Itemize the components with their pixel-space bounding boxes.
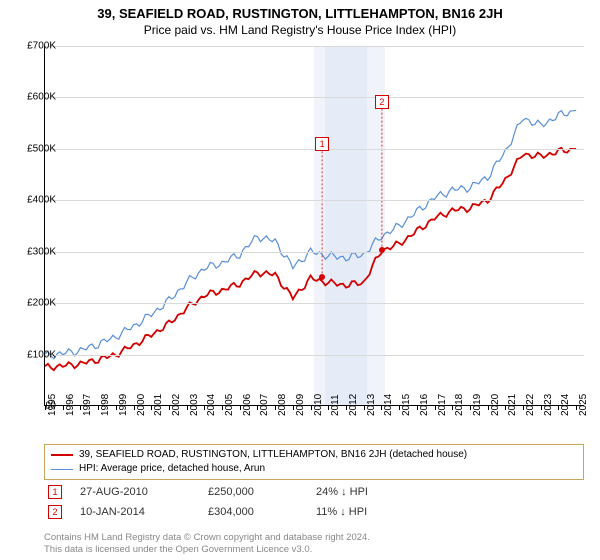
x-tick [63,406,64,410]
x-tick [346,406,347,410]
y-tick-label: £600K [16,92,56,103]
sale-marker-point [379,247,385,253]
x-tick [470,406,471,410]
sale-marker-point [319,274,325,280]
x-tick-label: 2005 [224,394,235,416]
gridline [45,355,584,356]
x-tick-label: 2007 [259,394,270,416]
x-tick [311,406,312,410]
x-tick-label: 2003 [189,394,200,416]
x-tick [116,406,117,410]
x-tick-label: 1998 [100,394,111,416]
x-tick-label: 1996 [65,394,76,416]
x-tick-label: 2022 [525,394,536,416]
plot-region: 12 [44,46,584,406]
y-tick-label: £0 [16,401,56,412]
footnote-line: This data is licensed under the Open Gov… [44,544,370,556]
series-hpi [45,110,576,359]
chart-container: 39, SEAFIELD ROAD, RUSTINGTON, LITTLEHAM… [0,0,600,560]
x-tick-label: 2025 [578,394,589,416]
marker-badge-2: 2 [48,505,62,519]
x-tick [98,406,99,410]
chart-area: 12 1995199619971998199920002001200220032… [44,46,584,406]
x-tick [435,406,436,410]
x-tick [488,406,489,410]
y-tick-label: £200K [16,298,56,309]
footnote: Contains HM Land Registry data © Crown c… [44,532,370,556]
x-tick [417,406,418,410]
x-tick [240,406,241,410]
x-tick-label: 2014 [383,394,394,416]
gridline [45,97,584,98]
legend: 39, SEAFIELD ROAD, RUSTINGTON, LITTLEHAM… [44,444,584,480]
x-tick-label: 2010 [313,394,324,416]
x-tick-label: 2006 [242,394,253,416]
sales-table: 1 27-AUG-2010 £250,000 24% ↓ HPI 2 10-JA… [44,482,584,522]
legend-row-hpi: HPI: Average price, detached house, Arun [51,462,577,476]
sale-marker-callout: 1 [315,137,329,151]
legend-swatch-price [51,454,73,456]
y-tick-label: £500K [16,143,56,154]
x-tick [293,406,294,410]
legend-label-price: 39, SEAFIELD ROAD, RUSTINGTON, LITTLEHAM… [79,448,467,462]
sale-hpi-diff: 11% ↓ HPI [316,506,406,518]
gridline [45,303,584,304]
x-tick-label: 2004 [206,394,217,416]
sale-date: 10-JAN-2014 [80,506,190,518]
x-tick-label: 2019 [472,394,483,416]
sale-marker-callout: 2 [375,95,389,109]
x-tick [364,406,365,410]
x-tick-label: 1997 [82,394,93,416]
sale-price: £304,000 [208,506,298,518]
x-tick [576,406,577,410]
x-tick-label: 2002 [171,394,182,416]
y-tick-label: £400K [16,195,56,206]
x-tick [275,406,276,410]
series-price_paid [45,148,576,370]
x-tick-label: 2009 [295,394,306,416]
sale-hpi-diff: 24% ↓ HPI [316,486,406,498]
x-tick-label: 2021 [507,394,518,416]
gridline [45,252,584,253]
x-tick-label: 2008 [277,394,288,416]
x-tick [523,406,524,410]
legend-row-price: 39, SEAFIELD ROAD, RUSTINGTON, LITTLEHAM… [51,448,577,462]
x-tick-label: 2017 [437,394,448,416]
x-tick [399,406,400,410]
table-row: 1 27-AUG-2010 £250,000 24% ↓ HPI [44,482,584,502]
x-tick-label: 2020 [490,394,501,416]
x-tick-label: 2023 [543,394,554,416]
x-tick [187,406,188,410]
chart-title: 39, SEAFIELD ROAD, RUSTINGTON, LITTLEHAM… [0,0,600,21]
y-tick-label: £100K [16,349,56,360]
x-tick [222,406,223,410]
y-tick-label: £700K [16,41,56,52]
line-layer [45,46,585,406]
x-tick-label: 2015 [401,394,412,416]
footnote-line: Contains HM Land Registry data © Crown c… [44,532,370,544]
x-tick-label: 2024 [560,394,571,416]
x-tick-label: 2011 [330,394,341,416]
legend-swatch-hpi [51,469,73,470]
x-tick-label: 1999 [118,394,129,416]
sale-date: 27-AUG-2010 [80,486,190,498]
table-row: 2 10-JAN-2014 £304,000 11% ↓ HPI [44,502,584,522]
gridline [45,200,584,201]
x-tick [541,406,542,410]
x-tick-label: 2018 [454,394,465,416]
sale-price: £250,000 [208,486,298,498]
marker-badge-1: 1 [48,485,62,499]
chart-subtitle: Price paid vs. HM Land Registry's House … [0,21,600,41]
x-tick-label: 2013 [366,394,377,416]
x-tick-label: 2001 [153,394,164,416]
legend-label-hpi: HPI: Average price, detached house, Arun [79,462,265,476]
x-tick-label: 2016 [419,394,430,416]
y-tick-label: £300K [16,246,56,257]
x-tick [134,406,135,410]
x-tick-label: 2012 [348,394,359,416]
gridline [45,46,584,47]
x-tick [169,406,170,410]
x-tick-label: 2000 [136,394,147,416]
